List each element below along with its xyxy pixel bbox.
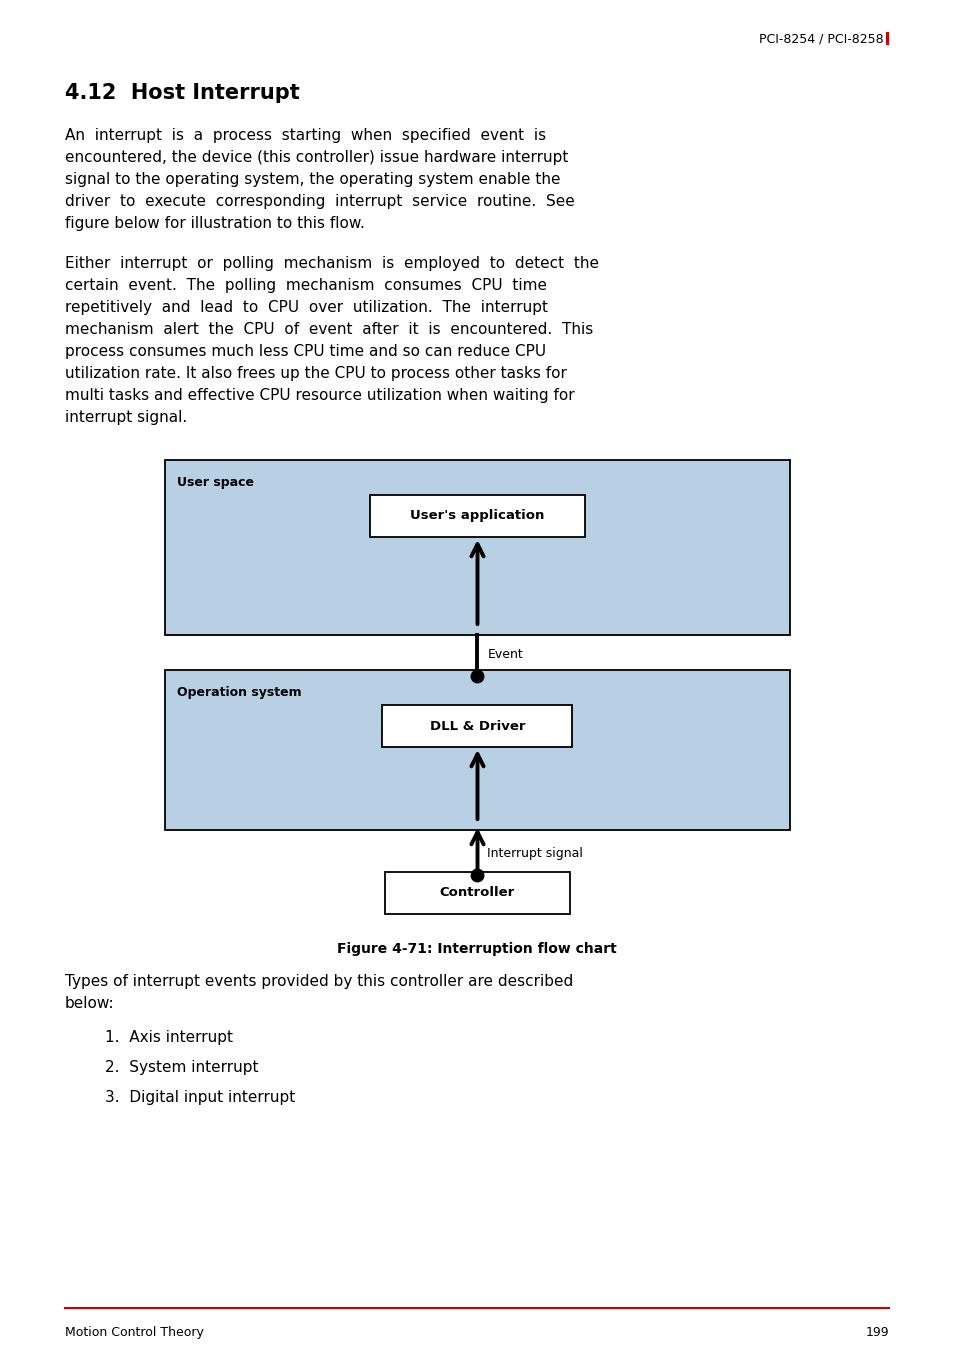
Text: 1.  Axis interrupt: 1. Axis interrupt bbox=[105, 1030, 233, 1045]
Text: Event: Event bbox=[487, 648, 522, 661]
Text: Motion Control Theory: Motion Control Theory bbox=[65, 1326, 204, 1338]
Text: Figure 4-71: Interruption flow chart: Figure 4-71: Interruption flow chart bbox=[336, 942, 617, 956]
Text: multi tasks and effective CPU resource utilization when waiting for: multi tasks and effective CPU resource u… bbox=[65, 388, 574, 403]
Bar bbox=[385, 872, 569, 914]
Text: driver  to  execute  corresponding  interrupt  service  routine.  See: driver to execute corresponding interrup… bbox=[65, 193, 574, 210]
Text: 3.  Digital input interrupt: 3. Digital input interrupt bbox=[105, 1090, 294, 1105]
Text: 2.  System interrupt: 2. System interrupt bbox=[105, 1060, 258, 1075]
Text: certain  event.  The  polling  mechanism  consumes  CPU  time: certain event. The polling mechanism con… bbox=[65, 279, 546, 293]
Text: below:: below: bbox=[65, 996, 114, 1011]
Text: Either  interrupt  or  polling  mechanism  is  employed  to  detect  the: Either interrupt or polling mechanism is… bbox=[65, 256, 598, 270]
Text: utilization rate. It also frees up the CPU to process other tasks for: utilization rate. It also frees up the C… bbox=[65, 366, 566, 381]
Text: Controller: Controller bbox=[439, 887, 515, 899]
Bar bbox=[165, 671, 789, 830]
Text: User space: User space bbox=[177, 476, 253, 489]
Text: encountered, the device (this controller) issue hardware interrupt: encountered, the device (this controller… bbox=[65, 150, 568, 165]
Text: Types of interrupt events provided by this controller are described: Types of interrupt events provided by th… bbox=[65, 973, 573, 990]
Text: An  interrupt  is  a  process  starting  when  specified  event  is: An interrupt is a process starting when … bbox=[65, 128, 545, 143]
Text: process consumes much less CPU time and so can reduce CPU: process consumes much less CPU time and … bbox=[65, 343, 545, 360]
Text: interrupt signal.: interrupt signal. bbox=[65, 410, 187, 425]
Bar bbox=[370, 495, 584, 537]
Text: 199: 199 bbox=[864, 1326, 888, 1338]
Bar bbox=[165, 460, 789, 635]
Text: PCI-8254 / PCI-8258: PCI-8254 / PCI-8258 bbox=[759, 32, 883, 45]
Text: signal to the operating system, the operating system enable the: signal to the operating system, the oper… bbox=[65, 172, 560, 187]
Text: repetitively  and  lead  to  CPU  over  utilization.  The  interrupt: repetitively and lead to CPU over utiliz… bbox=[65, 300, 547, 315]
Text: figure below for illustration to this flow.: figure below for illustration to this fl… bbox=[65, 216, 364, 231]
Text: Operation system: Operation system bbox=[177, 685, 301, 699]
Text: User's application: User's application bbox=[410, 510, 544, 522]
Bar bbox=[885, 32, 888, 45]
Text: 4.12  Host Interrupt: 4.12 Host Interrupt bbox=[65, 82, 299, 103]
Text: mechanism  alert  the  CPU  of  event  after  it  is  encountered.  This: mechanism alert the CPU of event after i… bbox=[65, 322, 593, 337]
Bar bbox=[382, 704, 572, 748]
Text: Interrupt signal: Interrupt signal bbox=[487, 846, 583, 860]
Text: DLL & Driver: DLL & Driver bbox=[429, 719, 525, 733]
